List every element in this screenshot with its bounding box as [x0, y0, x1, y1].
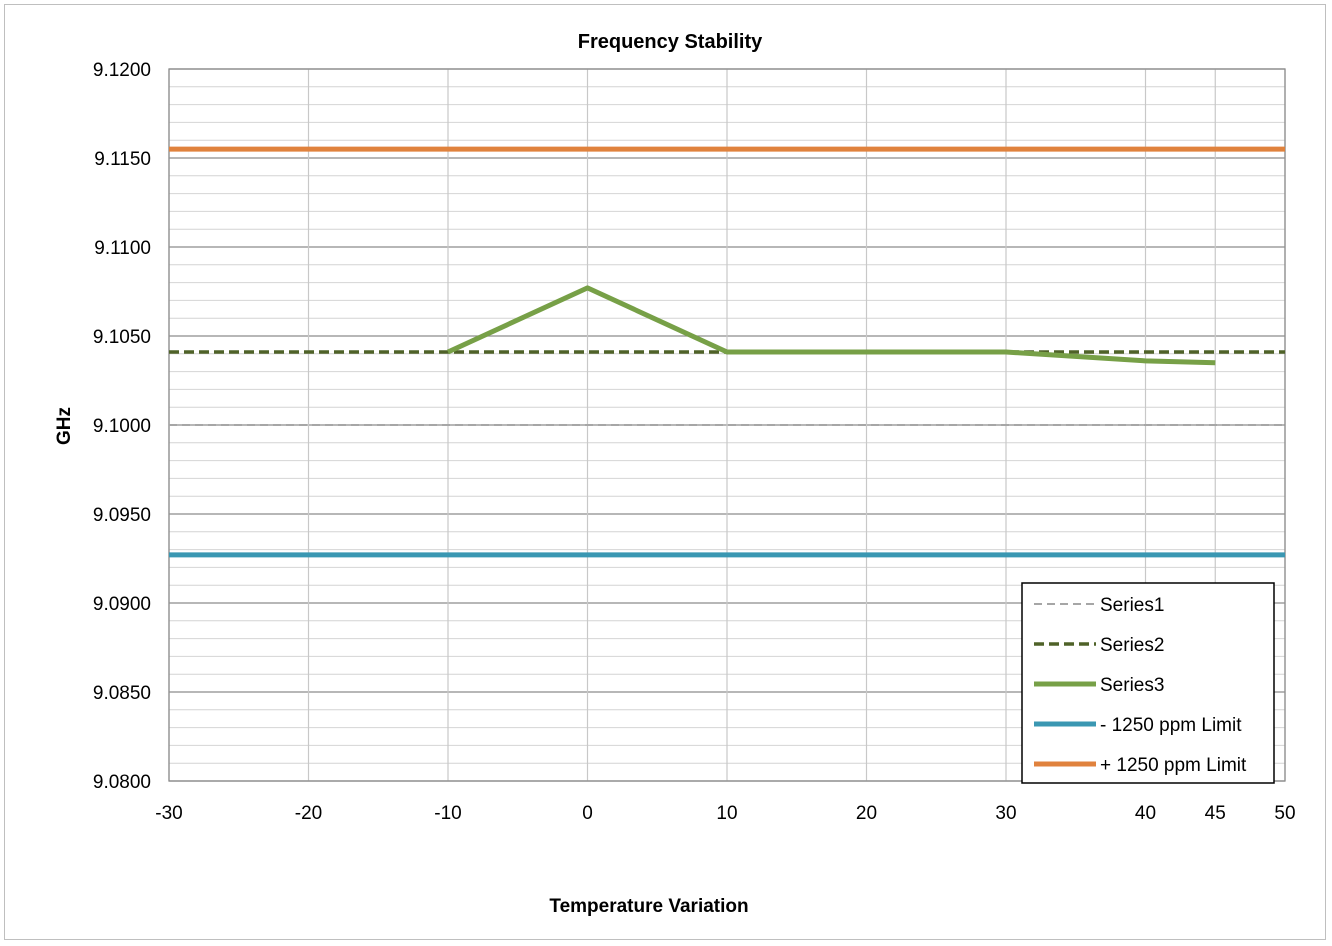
x-tick-label: 50 — [1274, 803, 1295, 824]
y-axis-label: GHz — [54, 407, 75, 445]
x-tick-label: -30 — [155, 803, 182, 824]
chart-title: Frequency Stability — [578, 31, 763, 53]
x-tick-label: -20 — [295, 803, 322, 824]
y-tick-label: 9.1200 — [93, 60, 151, 81]
x-tick-label: 10 — [716, 803, 737, 824]
series-lines — [169, 146, 1285, 558]
y-tick-label: 9.0950 — [93, 505, 151, 526]
x-tick-label: 0 — [582, 803, 593, 824]
y-tick-label: 9.1000 — [93, 416, 151, 437]
legend-label-series1: Series1 — [1100, 595, 1164, 616]
legend: Series1 Series2 Series3 - 1250 ppm Limit + 1… — [1021, 582, 1275, 784]
x-tick-label: 20 — [856, 803, 877, 824]
legend-label-1250-ppm-limit: - 1250 ppm Limit — [1100, 715, 1242, 736]
y-tick-label: 9.1050 — [93, 327, 151, 348]
y-tick-label: 9.0800 — [93, 772, 151, 793]
legend-label-series2: Series2 — [1100, 635, 1164, 656]
x-tick-label: 45 — [1205, 803, 1226, 824]
y-tick-label: 9.1150 — [94, 149, 151, 170]
chart-frame — [4, 4, 1326, 940]
x-axis-label: Temperature Variation — [549, 896, 748, 917]
y-tick-label: 9.0900 — [93, 594, 151, 615]
x-tick-label: 30 — [995, 803, 1016, 824]
tick-labels: -30 -20 -10 0 10 20 30 40 45 50 9.0800 9.0850 9.0900… — [93, 60, 1296, 824]
x-tick-label: 40 — [1135, 803, 1156, 824]
legend-label-1250-ppm-limit: + 1250 ppm Limit — [1100, 755, 1247, 776]
legend-label-series3: Series3 — [1100, 675, 1164, 696]
y-tick-label: 9.0850 — [93, 683, 151, 704]
y-tick-label: 9.1100 — [94, 238, 151, 259]
x-tick-label: -10 — [434, 803, 461, 824]
series-line-series3 — [446, 285, 1216, 366]
